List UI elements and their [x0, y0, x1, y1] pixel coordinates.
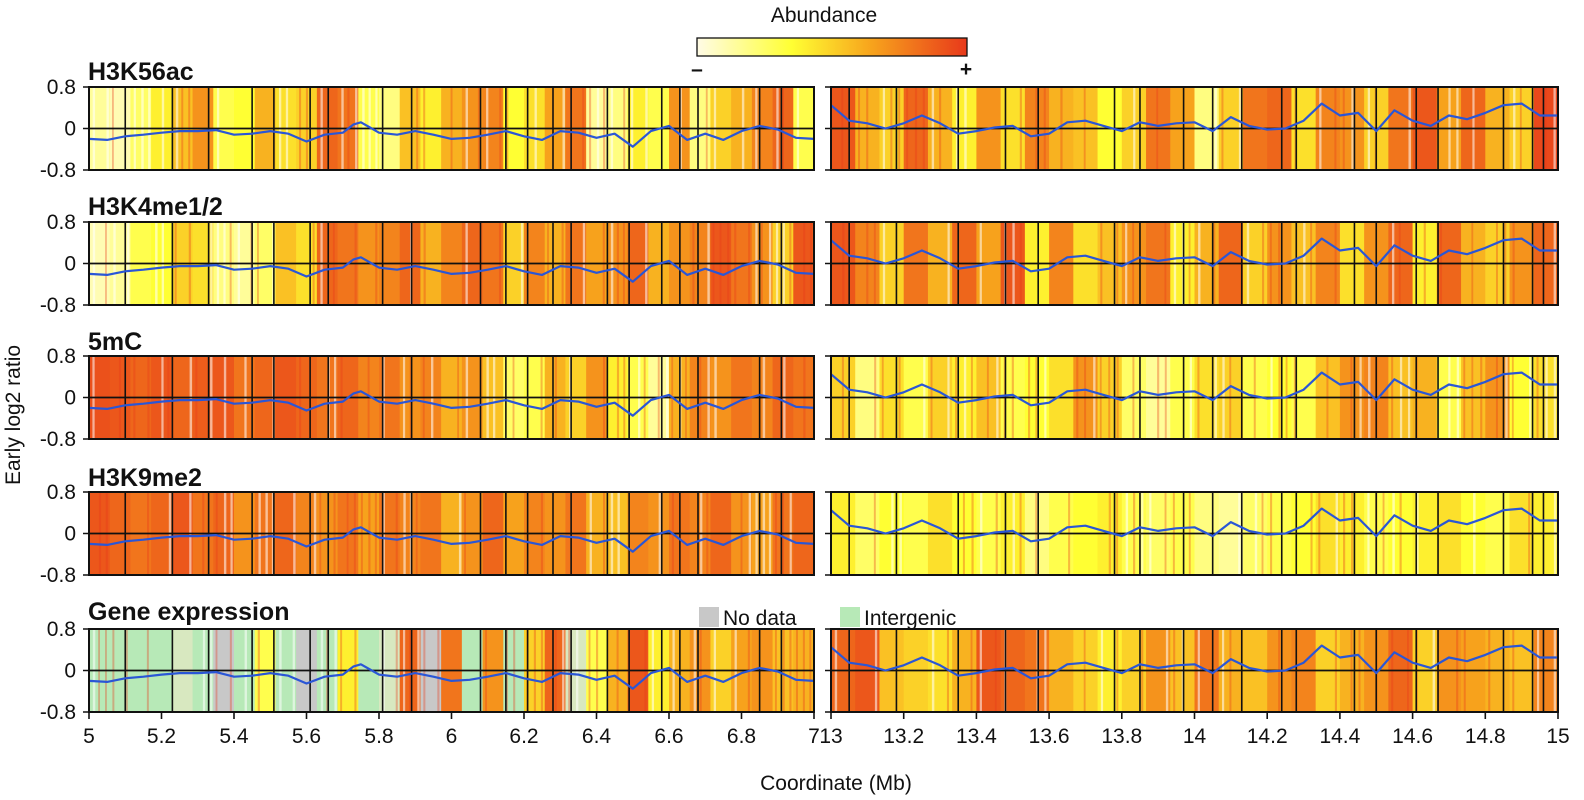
y-tick-label: 0	[64, 253, 76, 276]
colorbar-title: Abundance	[771, 4, 877, 27]
y-tick-label: 0.8	[47, 76, 76, 99]
x-axes: 5 5.2 5.4 5.6 5.8 6 6.2 6.4 6.6 6.8 7 13 13.2 13.4 13.…	[83, 712, 1570, 748]
x-tick-label: 15	[1546, 725, 1569, 748]
intergenic-swatch	[840, 607, 860, 627]
track-title: Gene expression	[88, 598, 289, 626]
x-tick-label: 13.6	[1029, 725, 1070, 748]
x-tick-label: 13.8	[1101, 725, 1142, 748]
replication-profile-line	[830, 237, 1558, 273]
replication-profile-line	[88, 121, 815, 148]
replication-profile-line	[88, 526, 815, 553]
y-tick-label: -0.8	[40, 294, 76, 317]
y-tick-label: -0.8	[40, 159, 76, 182]
track-2: 5mC 0.8 0 -0.8	[40, 328, 1559, 451]
x-tick-label: 5.6	[292, 725, 321, 748]
track-title: H3K56ac	[88, 58, 194, 86]
panel-frame	[88, 221, 815, 306]
track-4: Gene expression 0.8 0 -0.8	[40, 598, 1559, 724]
tracks: H3K56ac 0.8 0 -0.8 H3K4me1/2 0.8 0 -0.8 5mC 0.8 0 -…	[40, 58, 1559, 724]
x-tick-label: 13.2	[883, 725, 924, 748]
x-tick-label: 5.2	[147, 725, 176, 748]
track-title: H3K4me1/2	[88, 193, 223, 221]
y-tick-label: 0	[64, 387, 76, 410]
no-data-label: No data	[723, 607, 797, 630]
replication-profile-line	[830, 102, 1558, 138]
x-tick-label: 5.4	[219, 725, 249, 748]
panel-frame	[88, 355, 815, 440]
panel-frame	[830, 491, 1559, 576]
x-tick-label: 14	[1183, 725, 1207, 748]
panel-frame	[830, 355, 1559, 440]
replication-profile-line	[88, 663, 815, 690]
replication-profile-line	[830, 371, 1558, 407]
track-3: H3K9me2 0.8 0 -0.8	[40, 464, 1559, 587]
track-0: H3K56ac 0.8 0 -0.8	[40, 58, 1559, 182]
replication-profile-line	[830, 644, 1558, 680]
y-tick-label: 0.8	[47, 481, 76, 504]
panel-frame	[88, 86, 815, 171]
track-title: 5mC	[88, 328, 142, 356]
y-tick-label: 0.8	[47, 345, 76, 368]
y-tick-label: 0	[64, 660, 76, 683]
replication-profile-line	[88, 256, 815, 283]
colorbar-gradient	[696, 37, 968, 57]
colorbar: Abundance – +	[691, 4, 972, 81]
y-tick-label: 0	[64, 118, 76, 141]
y-tick-label: -0.8	[40, 701, 76, 724]
panel-frame	[830, 221, 1559, 306]
x-tick-label: 7	[808, 725, 820, 748]
x-axis-label: Coordinate (Mb)	[760, 772, 912, 795]
y-tick-label: 0.8	[47, 211, 76, 234]
x-tick-label: 5	[83, 725, 95, 748]
replication-profile-line	[88, 390, 815, 417]
y-tick-label: 0.8	[47, 618, 76, 641]
panel-frame	[830, 86, 1559, 171]
y-tick-label: 0	[64, 523, 76, 546]
colorbar-min-label: –	[691, 58, 703, 81]
track-1: H3K4me1/2 0.8 0 -0.8	[40, 193, 1559, 317]
replication-profile-line	[830, 507, 1558, 543]
x-tick-label: 13.4	[956, 725, 997, 748]
colorbar-max-label: +	[960, 58, 972, 81]
y-tick-label: -0.8	[40, 428, 76, 451]
x-tick-label: 6	[446, 725, 458, 748]
x-tick-label: 6.4	[582, 725, 612, 748]
x-tick-label: 14.6	[1392, 725, 1433, 748]
expression-legend: No data Intergenic	[699, 607, 956, 630]
no-data-swatch	[699, 607, 719, 627]
x-tick-label: 13	[819, 725, 842, 748]
panel-frame	[88, 491, 815, 576]
y-tick-label: -0.8	[40, 564, 76, 587]
x-tick-label: 5.8	[364, 725, 393, 748]
x-tick-label: 14.8	[1465, 725, 1506, 748]
y-axis-label: Early log2 ratio	[2, 345, 25, 485]
x-tick-label: 6.6	[654, 725, 683, 748]
x-tick-label: 14.4	[1319, 725, 1360, 748]
intergenic-label: Intergenic	[864, 607, 956, 630]
x-tick-label: 14.2	[1247, 725, 1288, 748]
x-tick-label: 6.8	[727, 725, 756, 748]
x-tick-label: 6.2	[509, 725, 538, 748]
track-title: H3K9me2	[88, 464, 202, 492]
